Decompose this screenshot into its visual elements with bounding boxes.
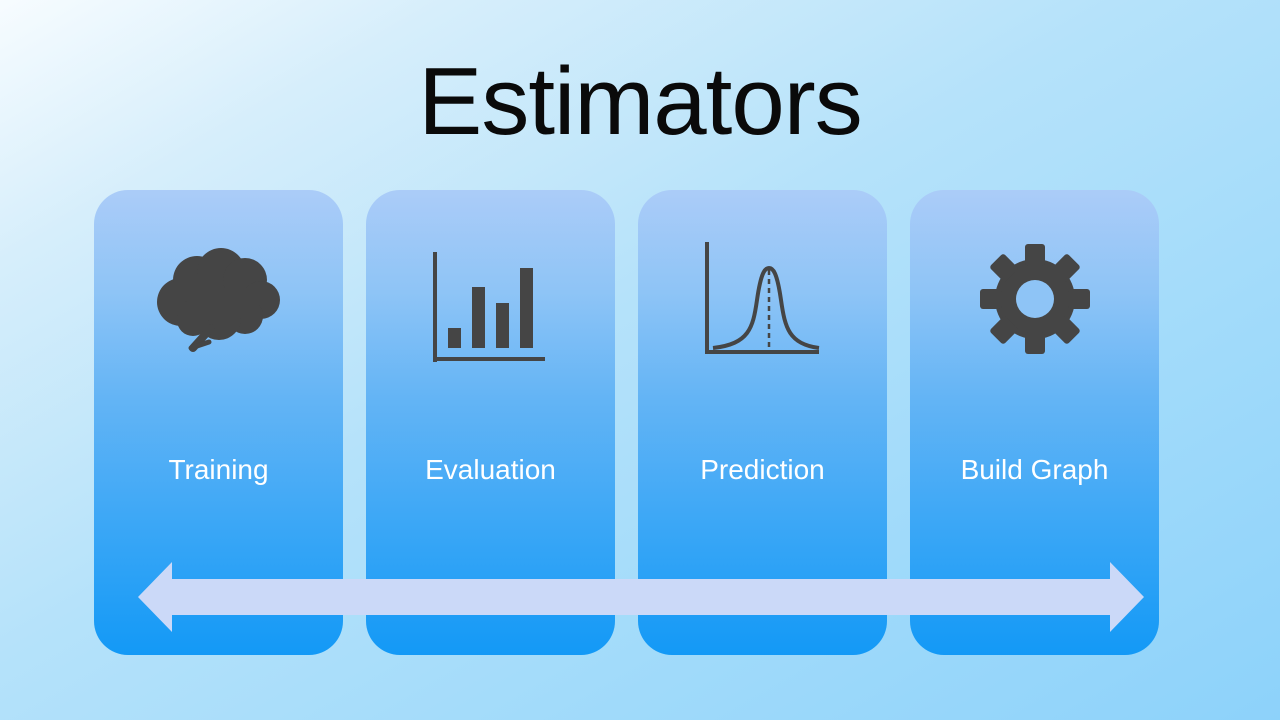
- gear-icon: [910, 230, 1159, 370]
- page-title: Estimators: [418, 48, 862, 155]
- double-headed-arrow-icon: [138, 562, 1144, 632]
- bar-chart-icon: [366, 230, 615, 370]
- card-training: Training: [94, 190, 343, 655]
- card-prediction: Prediction: [638, 190, 887, 655]
- card-label-evaluation: Evaluation: [425, 454, 556, 485]
- brain-icon: [94, 230, 343, 370]
- card-evaluation: Evaluation: [366, 190, 615, 655]
- card-label-training: Training: [168, 454, 269, 485]
- card-build-graph: Build Graph: [910, 190, 1159, 655]
- bell-curve-icon: [638, 230, 887, 370]
- card-label-build-graph: Build Graph: [960, 454, 1109, 485]
- card-label-prediction: Prediction: [700, 454, 825, 485]
